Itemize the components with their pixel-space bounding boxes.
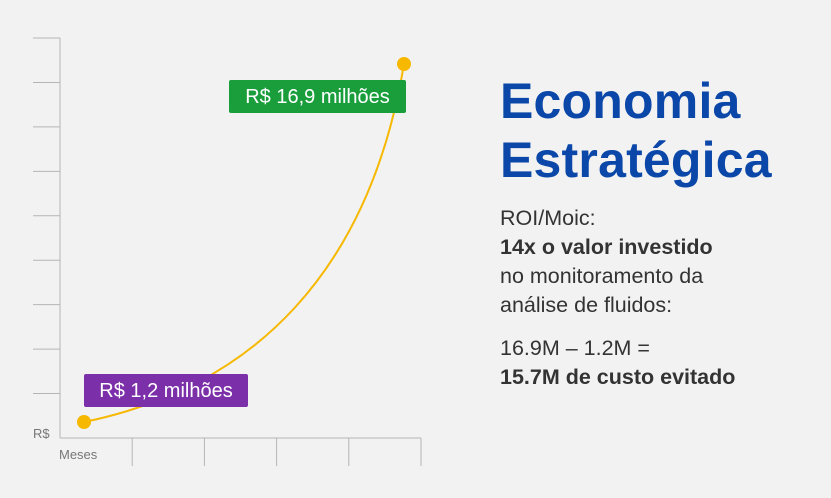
value-label-text: R$ 1,2 milhões — [99, 380, 232, 402]
x-axis-label: Meses — [59, 447, 98, 462]
title-line-1: Economia — [500, 73, 741, 129]
roi-description-line-2: análise de fluidos: — [500, 293, 673, 317]
data-point — [397, 57, 411, 71]
roi-label: ROI/Moic: — [500, 206, 596, 230]
page-title: Economia Estratégica — [500, 72, 825, 190]
roi-description-line-1: no monitoramento da — [500, 264, 704, 288]
value-label-box — [84, 374, 248, 407]
data-point — [77, 415, 91, 429]
value-label-text: R$ 16,9 milhões — [245, 86, 390, 108]
value-label: R$ 1,2 milhões — [84, 374, 248, 407]
data-labels: R$ 16,9 milhões R$ 1,2 milhões — [84, 80, 406, 407]
calculation: 16.9M – 1.2M = — [500, 336, 650, 360]
result: 15.7M de custo evitado — [500, 365, 736, 389]
title-line-2: Estratégica — [500, 132, 772, 188]
data-points — [77, 57, 411, 429]
value-label: R$ 16,9 milhões — [229, 80, 406, 113]
roi-value: 14x o valor investido — [500, 235, 713, 259]
roi-chart: R$ 16,9 milhões R$ 1,2 milhões R$ Meses — [33, 37, 422, 466]
chart-axes — [33, 37, 422, 466]
summary-panel: Economia Estratégica ROI/Moic: 14x o val… — [500, 72, 825, 392]
series-line — [83, 63, 405, 423]
y-axis-label: R$ — [33, 426, 50, 441]
value-label-box — [229, 80, 406, 113]
